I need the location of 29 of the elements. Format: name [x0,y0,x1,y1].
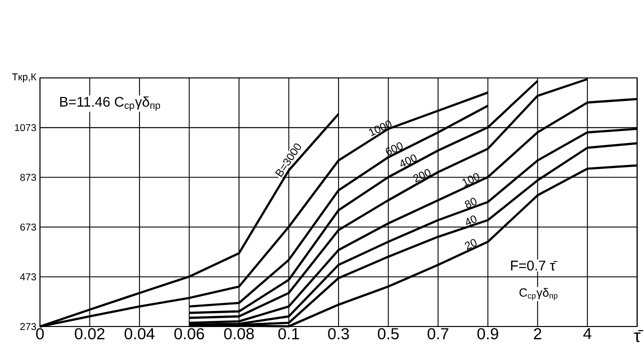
x-tick-label: 0 [36,328,44,340]
x-tick-label: 0.1 [278,328,300,340]
x-tick-label: 0.3 [328,328,349,340]
x-tick-label: 0.04 [124,328,154,340]
text: 40 [466,216,477,226]
x-tick-label: 0.7 [428,328,448,340]
x-tick-label: 0.02 [74,328,104,340]
y-tick-label: 473 [20,274,36,281]
x-tick-label: 0.5 [378,328,399,340]
y-tick-label: 873 [20,174,36,182]
text: 20 [464,239,477,250]
x-axis-title: τ̄ [634,330,644,342]
x-tick-label: 0.9 [477,328,498,340]
text: 600 [386,142,403,156]
text: 200 [413,169,431,183]
text: 400 [400,154,417,167]
x-tick-label: 4 [583,328,592,340]
y-tick-label: 673 [20,224,36,231]
text: 100 [462,173,480,187]
annotation: C$_{ср}$γδ$_{пр}$ [520,288,558,300]
annotation: F=0.7 τ̄ [511,260,558,271]
y-axis-title: Tкр,К [12,74,36,83]
x-tick-label: 2 [534,328,542,340]
annotation: B=11.46 C$_{ср}$γδ$_{пр}$ [60,96,160,112]
text: 80 [464,198,477,208]
y-tick-label: 273 [20,323,36,330]
x-tick-label: 0.08 [224,328,254,340]
x-tick-label: 0.06 [174,328,204,340]
y-tick-label: 1073 [15,124,36,132]
